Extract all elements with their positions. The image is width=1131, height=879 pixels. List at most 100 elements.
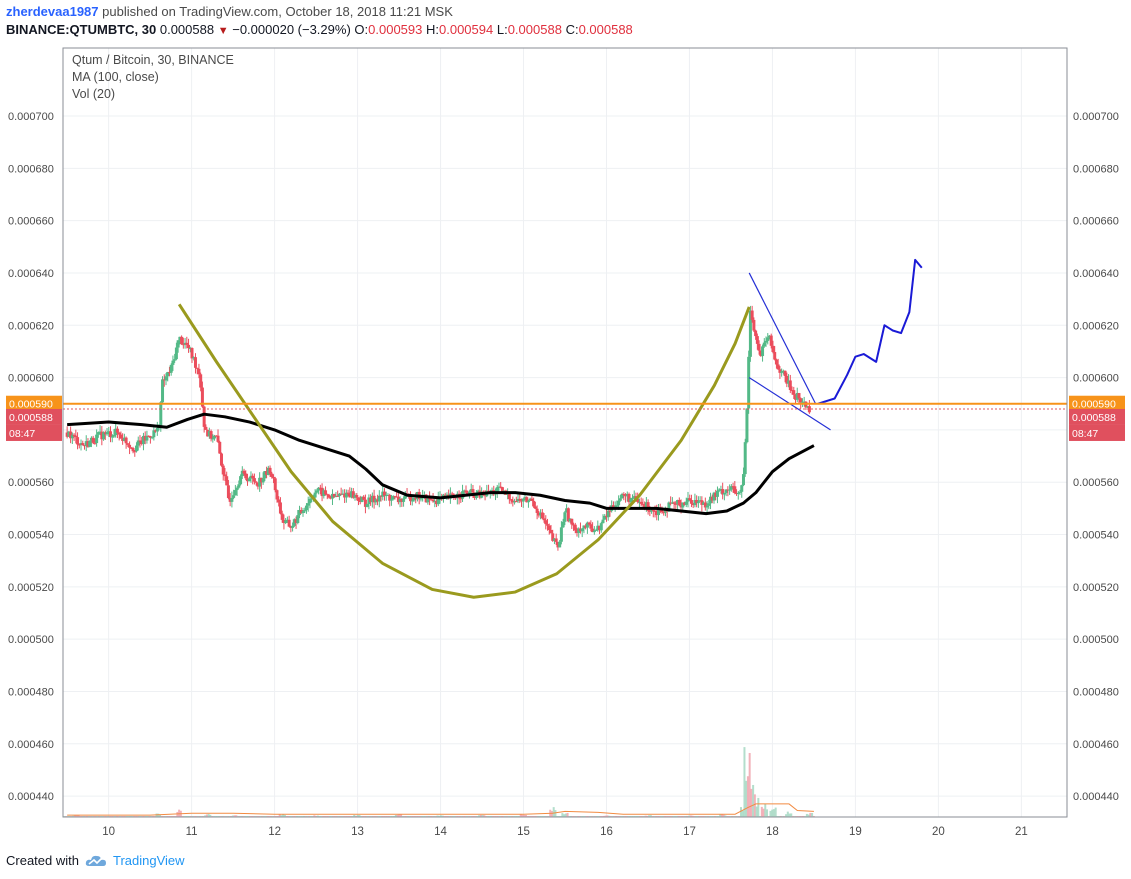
volume-bar <box>207 814 210 817</box>
candle-body <box>109 431 113 438</box>
candle-body <box>128 444 132 448</box>
candle-body <box>657 509 661 516</box>
volume-bar <box>811 813 814 817</box>
x-tick-label: 19 <box>849 826 862 838</box>
price-chart[interactable]: 0.000700 0.000700 0.000680 0.000680 0.000660… <box>0 44 1131 848</box>
volume-bar <box>779 815 782 817</box>
candle-body <box>709 496 713 504</box>
candle-body <box>96 432 100 435</box>
y-tick-label-right: 0.000520 <box>1073 582 1119 594</box>
candle-body <box>324 490 328 495</box>
candle-body <box>363 499 367 507</box>
candle-body <box>774 359 778 365</box>
candle-body <box>558 541 562 548</box>
candle-body <box>247 478 251 482</box>
volume-bar <box>772 809 775 817</box>
volume-bar <box>427 815 430 817</box>
candle-body <box>627 493 631 503</box>
candle-body <box>204 426 208 430</box>
candle-body <box>206 429 210 437</box>
candle-body <box>630 497 634 499</box>
alert-price-tag-right: 0.000590 <box>1072 399 1116 411</box>
publish-info: zherdevaa1987 published on TradingView.c… <box>6 4 453 19</box>
volume-bar <box>235 815 238 817</box>
author-link[interactable]: zherdevaa1987 <box>6 4 99 19</box>
candle-body <box>89 437 93 441</box>
volume-bar <box>743 747 746 817</box>
candle-body <box>728 489 732 491</box>
candle-body <box>240 470 244 477</box>
candle-body <box>636 498 640 503</box>
candle-body <box>365 504 369 507</box>
candle-body <box>367 497 371 505</box>
candle-body <box>608 510 612 512</box>
candle-body <box>660 509 664 513</box>
candle-body <box>199 374 203 388</box>
candle-body <box>625 493 629 497</box>
candle-body <box>278 502 282 514</box>
candle-body <box>265 471 269 475</box>
candle-body <box>702 502 706 505</box>
volume-bar <box>552 807 555 817</box>
candle-body <box>310 498 314 500</box>
candle-body <box>381 491 385 497</box>
volume-bar <box>521 814 524 817</box>
candle-body <box>422 494 426 496</box>
candle-body <box>313 492 317 498</box>
candle-body <box>395 496 399 498</box>
candle-body <box>374 499 378 503</box>
volume-bar <box>302 815 305 817</box>
candle-body <box>291 525 295 528</box>
candle-body <box>180 336 184 345</box>
candle-body <box>110 436 114 438</box>
candle-body <box>358 500 362 503</box>
candle-body <box>410 500 414 502</box>
candle-body <box>143 435 147 441</box>
candle-body <box>176 340 180 348</box>
volume-bar <box>72 815 75 817</box>
volume-bar <box>231 815 234 817</box>
volume-bar <box>283 814 286 817</box>
y-tick-label-left: 0.000600 <box>8 373 54 385</box>
volume-bar <box>282 814 285 817</box>
candle-body <box>714 492 718 497</box>
candle-body <box>792 390 796 395</box>
candle-body <box>629 498 633 503</box>
candle-body <box>532 500 536 507</box>
volume-bar <box>77 815 80 817</box>
candle-body <box>211 438 215 440</box>
candle-body <box>400 498 404 502</box>
candle-body <box>344 492 348 498</box>
candle-body <box>731 486 735 488</box>
volume-bar <box>483 815 486 817</box>
candle-body <box>216 435 220 442</box>
axes: 0.000700 0.000700 0.000680 0.000680 0.000660… <box>6 47 1125 838</box>
volume-bar <box>762 808 765 817</box>
x-tick-label: 16 <box>600 826 613 838</box>
chart-area[interactable]: 0.000700 0.000700 0.000680 0.000680 0.000660… <box>0 44 1131 848</box>
volume-bar <box>233 815 236 817</box>
candle-body <box>402 498 406 502</box>
volume-bar <box>615 815 618 817</box>
countdown-tag-right: 08:47 <box>1072 428 1098 440</box>
candle-body <box>228 498 232 502</box>
candle-body <box>150 437 154 439</box>
candle-body <box>653 510 657 512</box>
volume-bar <box>358 815 361 817</box>
candle-body <box>207 431 211 437</box>
candle-body <box>91 437 95 443</box>
volume-bar <box>807 814 810 817</box>
candle-body <box>546 524 550 526</box>
candle-body <box>263 471 267 479</box>
last-price: 0.000588 <box>159 22 215 37</box>
candle-body <box>67 431 71 437</box>
candle-body <box>559 527 563 542</box>
candle-body <box>171 360 175 365</box>
candle-body <box>412 498 416 501</box>
candle-body <box>377 495 381 502</box>
tradingview-brand[interactable]: TradingView <box>112 853 185 868</box>
candle-body <box>662 512 666 514</box>
candle-body <box>242 470 246 474</box>
y-tick-label-right: 0.000700 <box>1073 111 1119 123</box>
candle-body <box>683 502 687 505</box>
